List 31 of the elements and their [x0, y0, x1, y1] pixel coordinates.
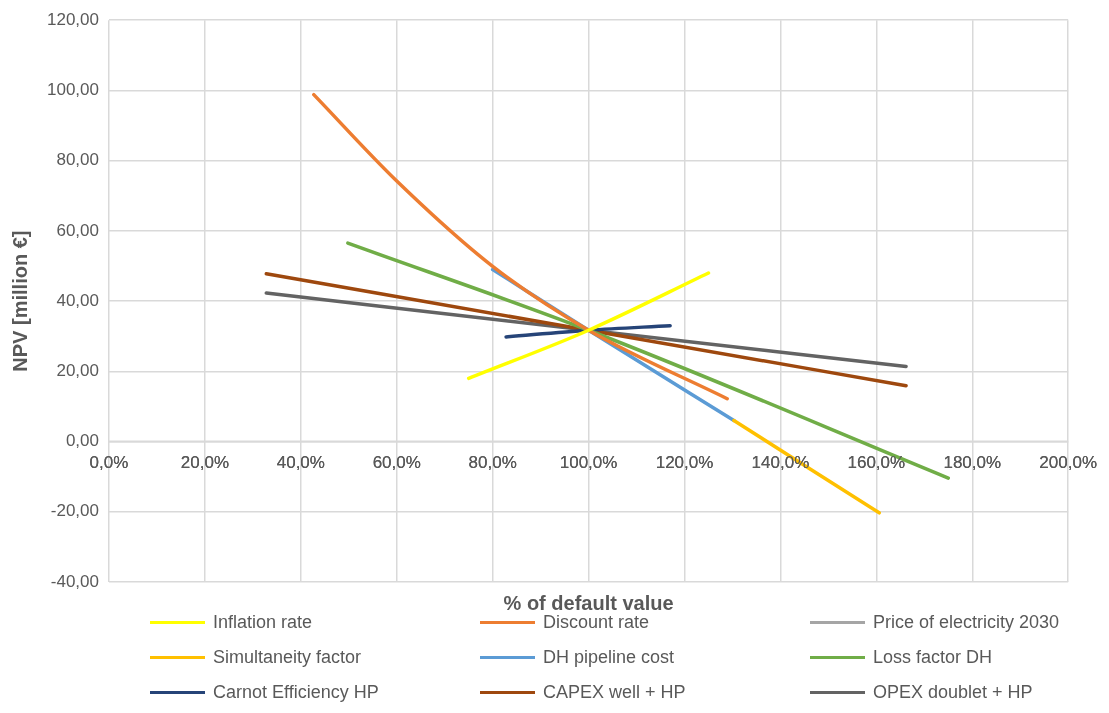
legend-label: CAPEX well + HP [543, 682, 686, 703]
y-tick-label: -20,00 [50, 501, 99, 521]
y-tick-label: -40,00 [50, 571, 99, 591]
x-tick-label: 100,0% [559, 453, 618, 473]
y-tick-label: 20,00 [56, 361, 99, 381]
x-tick-label: 160,0% [847, 453, 906, 473]
x-axis-title: % of default value [503, 591, 674, 614]
legend-label: Carnot Efficiency HP [213, 682, 379, 703]
legend-label: DH pipeline cost [543, 647, 675, 668]
x-tick-label: 80,0% [468, 453, 517, 473]
x-tick-label: 120,0% [655, 453, 714, 473]
legend-label: Price of electricity 2030 [873, 612, 1060, 633]
x-tick-label: 40,0% [276, 453, 325, 473]
legend-label: Simultaneity factor [213, 647, 362, 668]
y-axis-title: NPV [million €] [8, 230, 31, 372]
y-tick-label: 120,00 [47, 9, 99, 29]
line-series [312, 92, 729, 401]
legend-label: Loss factor DH [873, 647, 993, 668]
x-tick-label: 60,0% [372, 453, 421, 473]
legend-label: OPEX doublet + HP [873, 682, 1033, 703]
x-tick-label: 200,0% [1039, 453, 1098, 473]
legend-label: Inflation rate [213, 612, 313, 633]
y-tick-label: 40,00 [56, 290, 99, 310]
x-tick-label: 20,0% [180, 453, 230, 473]
y-tick-label: 100,00 [47, 80, 99, 100]
legend-label: Discount rate [543, 612, 650, 633]
y-tick-label: 80,00 [56, 150, 99, 170]
y-tick-label: 60,00 [56, 220, 99, 240]
x-tick-label: 0,0% [89, 453, 129, 473]
y-tick-label: 0,00 [65, 431, 99, 451]
x-tick-label: 180,0% [943, 453, 1002, 473]
